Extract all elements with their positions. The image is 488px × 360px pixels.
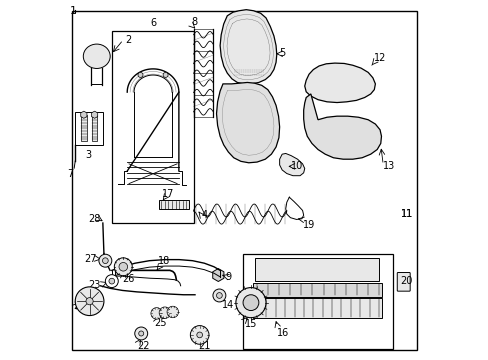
Circle shape	[159, 307, 170, 319]
Bar	[159, 201, 188, 210]
Bar	[253, 283, 381, 297]
Text: 10: 10	[290, 161, 303, 171]
Circle shape	[105, 275, 118, 288]
Ellipse shape	[83, 44, 110, 68]
Circle shape	[109, 278, 115, 284]
Text: 21: 21	[198, 341, 210, 351]
Bar	[253, 298, 381, 318]
Circle shape	[75, 287, 104, 316]
Circle shape	[167, 306, 178, 318]
FancyBboxPatch shape	[396, 273, 409, 291]
Circle shape	[99, 254, 112, 267]
Text: 26: 26	[122, 274, 134, 284]
Polygon shape	[303, 94, 381, 159]
Text: 2: 2	[125, 35, 131, 45]
Bar	[81, 116, 86, 141]
Circle shape	[114, 258, 132, 276]
Text: 13: 13	[382, 161, 394, 171]
Circle shape	[102, 258, 108, 264]
Circle shape	[163, 72, 168, 77]
Circle shape	[196, 332, 202, 338]
Bar	[75, 112, 103, 145]
Circle shape	[119, 262, 127, 271]
Circle shape	[212, 289, 225, 302]
Text: 8: 8	[191, 17, 197, 27]
Text: 6: 6	[150, 18, 156, 28]
Text: 11: 11	[400, 209, 412, 219]
Text: 4: 4	[201, 210, 207, 220]
Circle shape	[243, 295, 258, 311]
Text: 11: 11	[400, 209, 412, 219]
Circle shape	[86, 298, 93, 305]
Text: 25: 25	[154, 318, 166, 328]
Polygon shape	[279, 153, 304, 176]
Polygon shape	[304, 63, 375, 103]
Text: 3: 3	[85, 150, 91, 160]
Circle shape	[190, 325, 208, 344]
Text: 16: 16	[276, 328, 288, 338]
Text: 17: 17	[162, 189, 174, 199]
Text: 23: 23	[88, 280, 101, 290]
Polygon shape	[216, 82, 279, 163]
Polygon shape	[220, 10, 276, 84]
Text: 18: 18	[158, 256, 170, 266]
Text: 28: 28	[88, 215, 100, 224]
Bar	[92, 116, 97, 141]
Bar	[255, 258, 378, 281]
Text: 9: 9	[225, 272, 231, 282]
Text: 1: 1	[69, 6, 76, 16]
Text: 22: 22	[137, 341, 149, 351]
Bar	[242, 253, 392, 348]
Circle shape	[235, 288, 265, 318]
Text: 7: 7	[67, 169, 73, 179]
Text: 12: 12	[373, 53, 386, 63]
Bar	[112, 31, 194, 223]
Text: 19: 19	[302, 220, 314, 230]
Text: 14: 14	[222, 300, 234, 310]
Circle shape	[139, 331, 143, 336]
Text: 15: 15	[244, 319, 256, 329]
Circle shape	[151, 308, 162, 319]
Circle shape	[135, 327, 147, 340]
Text: 20: 20	[400, 276, 412, 286]
Text: 24: 24	[73, 301, 85, 311]
Circle shape	[138, 72, 142, 77]
Circle shape	[216, 293, 222, 298]
Text: 27: 27	[84, 254, 97, 264]
Text: 5: 5	[278, 48, 285, 58]
